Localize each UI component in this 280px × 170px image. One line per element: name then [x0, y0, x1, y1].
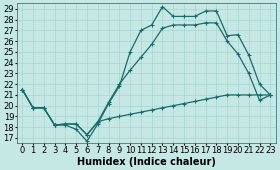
- X-axis label: Humidex (Indice chaleur): Humidex (Indice chaleur): [77, 157, 216, 167]
